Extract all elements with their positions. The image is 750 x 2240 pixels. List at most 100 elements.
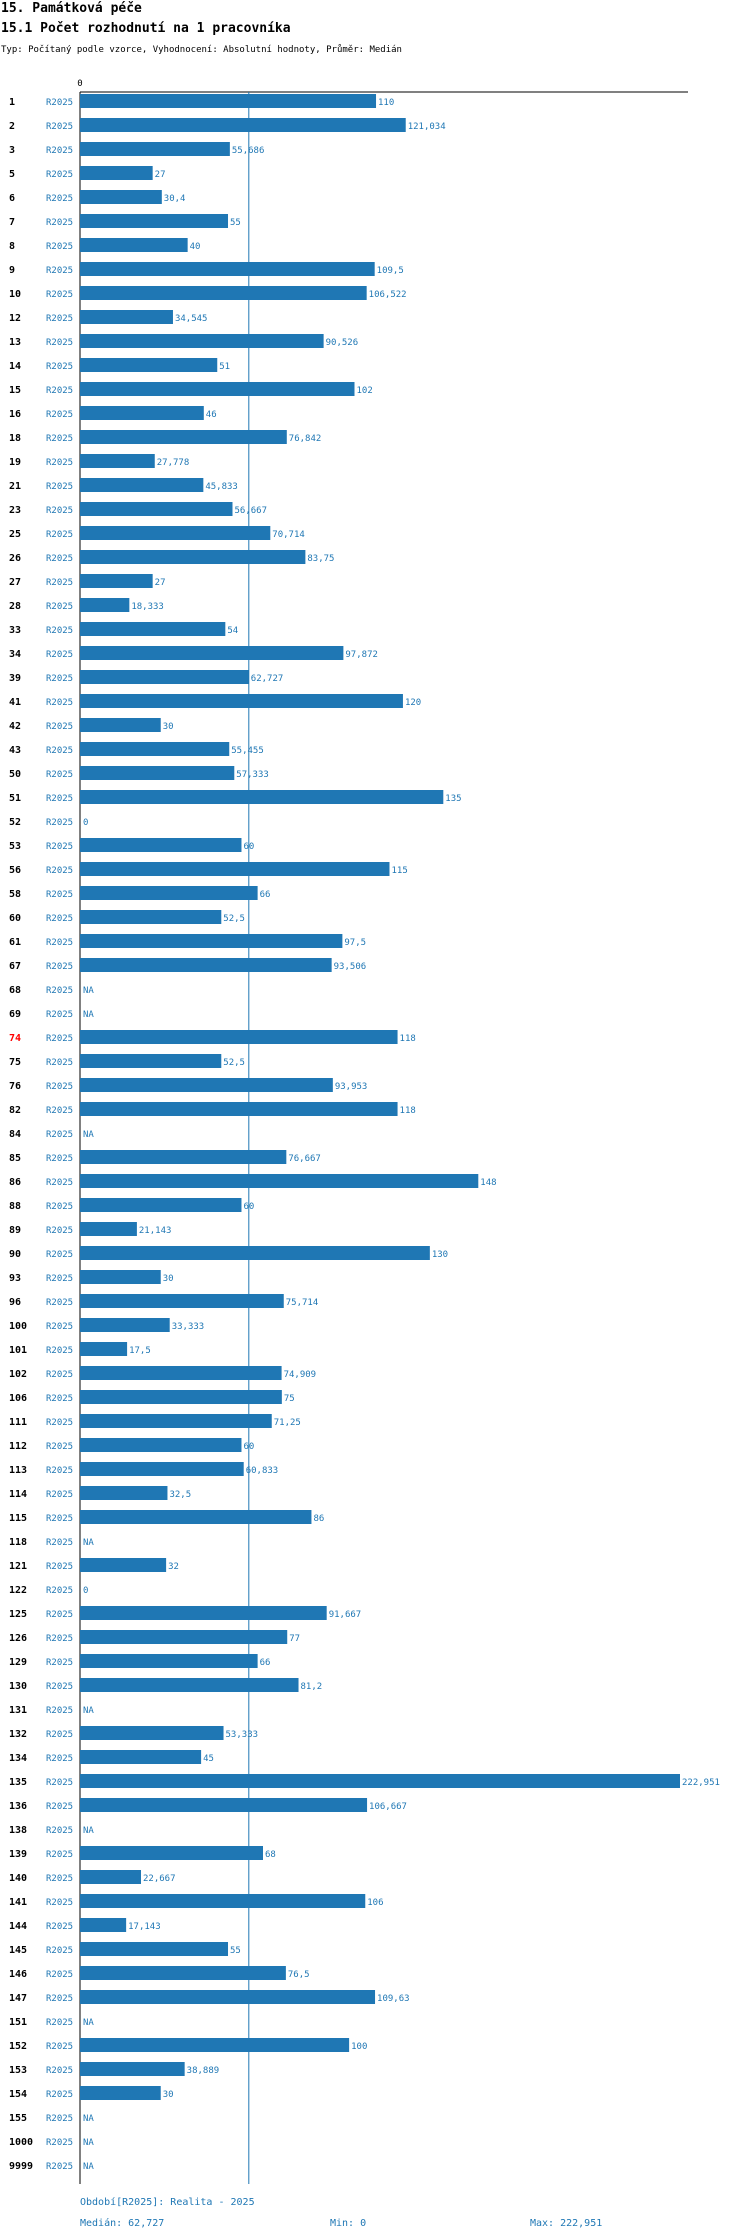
series-label: R2025	[46, 1442, 73, 1452]
value-label: 100	[351, 2042, 367, 2052]
value-label: 97,872	[345, 650, 378, 660]
bar	[80, 862, 390, 876]
category-label: 75	[9, 1057, 21, 1068]
bar	[80, 1510, 312, 1524]
series-label: R2025	[46, 122, 73, 132]
value-label: 38,889	[187, 2066, 220, 2076]
category-label: 121	[9, 1561, 27, 1572]
bar	[80, 382, 355, 396]
series-label: R2025	[46, 1802, 73, 1812]
bar	[80, 1486, 168, 1500]
series-label: R2025	[46, 98, 73, 108]
series-label: R2025	[46, 578, 73, 588]
chart-type-line: Typ: Počítaný podle vzorce, Vyhodnocení:…	[1, 45, 402, 55]
category-label: 42	[9, 721, 21, 732]
category-label: 33	[9, 625, 21, 636]
category-label: 53	[9, 841, 21, 852]
category-label: 16	[9, 409, 21, 420]
bar	[80, 1942, 229, 1956]
series-label: R2025	[46, 650, 73, 660]
value-label: 109,5	[377, 266, 404, 276]
category-label: 153	[9, 2065, 27, 2076]
series-label: R2025	[46, 1202, 73, 1212]
category-label: 6	[9, 193, 15, 204]
value-label: 90,526	[326, 338, 359, 348]
series-label: R2025	[46, 1946, 73, 1956]
bar	[80, 2062, 185, 2076]
value-label: 110	[378, 98, 394, 108]
category-label: 140	[9, 1873, 27, 1884]
value-label: 91,667	[329, 1610, 362, 1620]
value-label: 109,63	[377, 1994, 410, 2004]
category-label: 129	[9, 1657, 27, 1668]
value-label: 135	[445, 794, 461, 804]
series-label: R2025	[46, 338, 73, 348]
series-label: R2025	[46, 1010, 73, 1020]
series-label: R2025	[46, 1586, 73, 1596]
category-label: 69	[9, 1009, 21, 1020]
series-label: R2025	[46, 1106, 73, 1116]
bar	[80, 838, 242, 852]
bar	[80, 1030, 398, 1044]
category-label: 93	[9, 1273, 21, 1284]
series-label: R2025	[46, 1562, 73, 1572]
bar	[80, 1078, 333, 1092]
category-label: 3	[9, 145, 15, 156]
bar	[80, 1366, 282, 1380]
value-label: 51	[219, 362, 230, 372]
value-label: 55	[230, 218, 241, 228]
value-label: 27	[155, 170, 166, 180]
category-label: 115	[9, 1513, 27, 1524]
value-label: 55,686	[232, 146, 265, 156]
footer-period: Období[R2025]: Realita - 2025	[80, 2197, 255, 2208]
bar	[80, 742, 230, 756]
category-label: 84	[9, 1129, 21, 1140]
series-label: R2025	[46, 1898, 73, 1908]
series-label: R2025	[46, 1082, 73, 1092]
series-label: R2025	[46, 506, 73, 516]
category-label: 118	[9, 1537, 27, 1548]
category-label: 90	[9, 1249, 21, 1260]
bar	[80, 646, 344, 660]
category-label: 51	[9, 793, 21, 804]
category-label: 1000	[9, 2137, 33, 2148]
bar	[80, 1606, 327, 1620]
category-label: 43	[9, 745, 21, 756]
value-label: 30	[163, 1274, 174, 1284]
series-label: R2025	[46, 890, 73, 900]
series-label: R2025	[46, 602, 73, 612]
series-label: R2025	[46, 986, 73, 996]
value-label: 60	[243, 842, 254, 852]
category-label: 145	[9, 1945, 27, 1956]
value-label: 70,714	[272, 530, 305, 540]
bar	[80, 214, 229, 228]
bar	[80, 1342, 128, 1356]
series-label: R2025	[46, 1370, 73, 1380]
category-label: 27	[9, 577, 21, 588]
series-label: R2025	[46, 1418, 73, 1428]
category-label: 25	[9, 529, 21, 540]
value-label: 76,5	[288, 1970, 310, 1980]
value-label: 62,727	[251, 674, 284, 684]
value-label: 222,951	[682, 1778, 720, 1788]
value-label: 60	[243, 1442, 254, 1452]
value-label: NA	[83, 1538, 94, 1548]
bar	[80, 310, 173, 324]
series-label: R2025	[46, 1874, 73, 1884]
value-label: NA	[83, 2018, 94, 2028]
value-label: 0	[83, 818, 88, 828]
category-label: 135	[9, 1777, 27, 1788]
value-label: 118	[400, 1106, 416, 1116]
category-label: 113	[9, 1465, 27, 1476]
value-label: 18,333	[131, 602, 164, 612]
bar	[80, 1222, 137, 1236]
value-label: 71,25	[274, 1418, 301, 1428]
series-label: R2025	[46, 1634, 73, 1644]
series-label: R2025	[46, 938, 73, 948]
bar	[80, 430, 287, 444]
bar	[80, 1174, 479, 1188]
value-label: 115	[391, 866, 407, 876]
series-label: R2025	[46, 1154, 73, 1164]
bar	[80, 1150, 287, 1164]
